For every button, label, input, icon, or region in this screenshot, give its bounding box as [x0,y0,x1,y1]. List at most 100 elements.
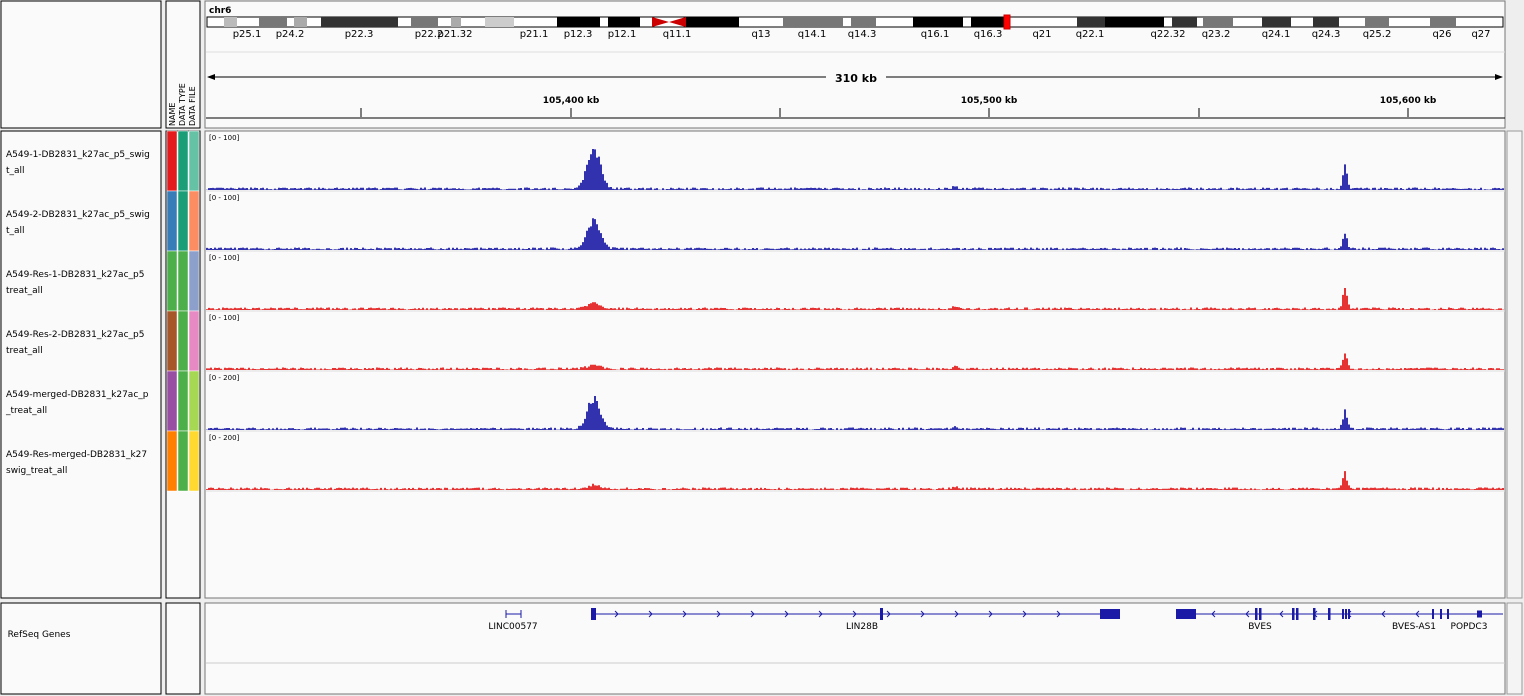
gene-label: BVES [1248,622,1272,632]
track-name: treat_all [6,286,43,296]
ideogram-band [259,17,287,27]
centromere [652,17,686,27]
attribute-cell [166,250,178,312]
band-label: q21 [1032,29,1051,40]
strand-arrow [1279,610,1284,618]
ideogram-band [851,17,876,27]
strand-arrow [988,610,993,618]
coverage-signal [206,218,1504,250]
track-name: A549-Res-merged-DB2831_k27 [6,450,147,460]
attribute-cell [177,130,189,192]
exon [1328,608,1331,620]
ideogram-band [485,17,514,27]
ideogram-band [1172,17,1197,27]
track-name: swig_treat_all [6,466,67,476]
ideogram-band [1077,17,1105,27]
ideogram-band [321,17,398,27]
ruler-tick-label: 105,500 kb [961,96,1018,106]
data-range: [0 - 100] [209,314,240,322]
gene-label: BVES-AS1 [1392,622,1436,632]
track-name: t_all [6,226,25,236]
band-label: q16.3 [974,29,1003,40]
ideogram-band [451,17,461,27]
strand-arrow [682,610,687,618]
band-label: q27 [1471,29,1490,40]
track-name: t_all [6,166,25,176]
exon [1345,609,1347,619]
scrollbar[interactable] [1506,602,1523,695]
strand-arrow [716,610,721,618]
strand-arrow [784,610,789,618]
ruler-tick-label: 105,600 kb [1380,96,1437,106]
ideogram-band [686,17,739,27]
scrollbar[interactable] [1506,130,1523,599]
data-range: [0 - 200] [209,374,240,382]
exon [1100,609,1120,619]
attribute-cell [177,310,189,372]
data-range: [0 - 100] [209,254,240,262]
band-label: q26 [1432,29,1451,40]
attribute-cell [166,370,178,432]
band-label: q24.1 [1262,29,1291,40]
band-label: q22.1 [1076,29,1105,40]
ruler-tick-label: 105,400 kb [543,96,600,106]
gene-label: POPDC3 [1451,622,1488,632]
attribute-cell [166,430,178,492]
track-name: A549-Res-2-DB2831_k27ac_p5 [6,330,144,340]
attribute-cell [166,130,178,192]
strand-arrow [750,610,755,618]
attribute-cell [188,190,200,252]
attribute-cell [177,190,189,252]
strand-arrow [920,610,925,618]
strand-arrow [886,610,891,618]
band-label: p25.1 [233,29,262,40]
attribute-cell [166,310,178,372]
ideogram-band [1313,17,1339,27]
attribute-header: DATA FILE [188,86,197,126]
coverage-signal [206,149,1504,190]
ideogram-band [1105,17,1164,27]
gene-label: LIN28B [846,622,878,632]
band-label: q14.3 [848,29,877,40]
attribute-cell [188,130,200,192]
track-name: A549-Res-1-DB2831_k27ac_p5 [6,270,144,280]
coverage-signal [206,288,1504,310]
track-name: A549-1-DB2831_k27ac_p5_swig [6,150,150,160]
ideogram-band [1203,17,1233,27]
track-name: A549-merged-DB2831_k27ac_p [6,390,149,400]
strand-arrow [1022,610,1027,618]
exon [1432,609,1434,619]
gene-attr-panel [165,602,201,695]
ideogram-band [411,17,438,27]
exon [1348,609,1350,619]
ideogram-band [1365,17,1389,27]
attribute-cell [188,430,200,492]
track-name: A549-2-DB2831_k27ac_p5_swig [6,210,150,220]
header-attr-panel [165,0,201,129]
coverage-signal [206,353,1504,370]
ideogram-band [1262,17,1291,27]
ideogram-band [1430,17,1456,27]
data-range: [0 - 100] [209,194,240,202]
band-label: q22.32 [1151,29,1186,40]
data-range: [0 - 200] [209,434,240,442]
strand-arrow [1313,610,1318,618]
chromosome-label: chr6 [209,6,231,16]
exon [1255,608,1258,620]
band-label: p24.2 [276,29,305,40]
ideogram-band [608,17,640,27]
band-label: q13 [751,29,770,40]
data-range: [0 - 100] [209,134,240,142]
exon [1259,608,1262,620]
exon [1447,609,1449,619]
ideogram-band [557,17,600,27]
band-label: q11.1 [663,29,692,40]
band-label: p22.3 [345,29,374,40]
exon [591,608,596,620]
track-data-panel [204,130,1506,599]
attribute-cell [177,250,189,312]
exon [1292,608,1295,620]
current-region [1003,14,1011,30]
strand-arrow [1056,610,1061,618]
band-label: q23.2 [1202,29,1231,40]
